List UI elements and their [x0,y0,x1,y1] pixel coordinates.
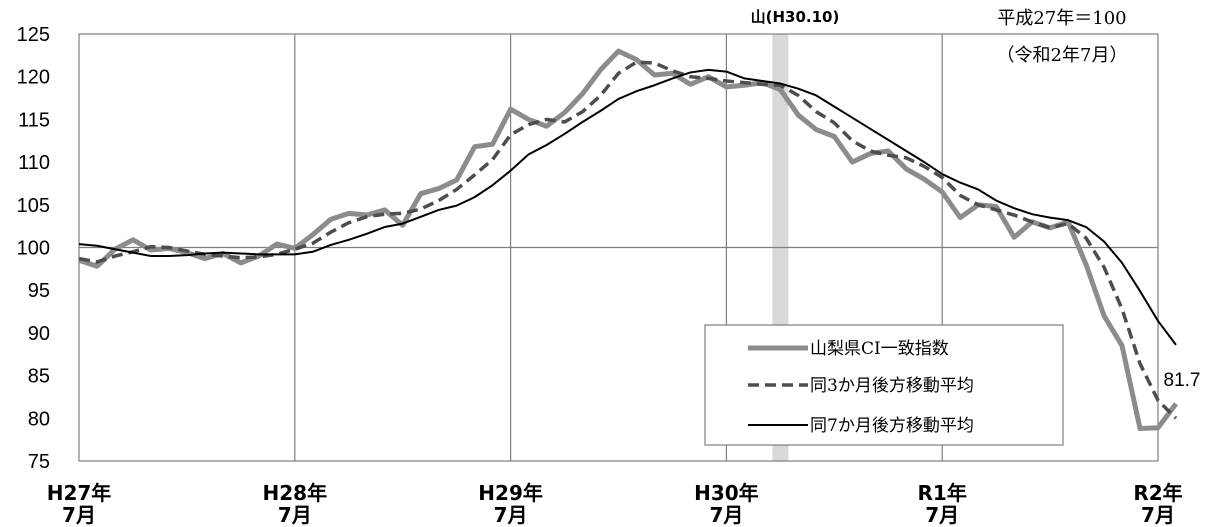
x-tick-label-year: R1年 [918,481,967,505]
legend: 山梨県CI一致指数 同3か月後方移動平均 同7か月後方移動平均 [704,324,1064,446]
series-layer [78,48,1178,432]
x-tick-label-year: H29年 [478,481,543,505]
y-tick-label: 95 [28,280,50,302]
y-tick-label: 120 [17,67,50,89]
peak-label: 山(H30.10) [751,8,840,26]
plot-area-frame [78,33,1159,462]
y-tick-label: 115 [18,109,50,131]
series-line-7-month-average [78,68,1177,346]
y-tick-label: 85 [28,366,50,388]
legend-label-3-month-average: 同3か月後方移動平均 [810,376,974,396]
y-tick-label: 125 [17,24,50,46]
y-tick-label: 105 [17,195,50,217]
date-note: （令和2年7月） [997,45,1128,66]
legend-label-7-month-average: 同7か月後方移動平均 [810,416,974,436]
x-tick-label-year: H28年 [263,481,328,505]
x-tick-label-month: 7月 [62,503,96,527]
series-line-3-month-average [78,60,1178,420]
base-year-note: 平成27年＝100 [997,8,1126,29]
x-tick-label-year: H30年 [694,481,759,505]
x-tick-label-year: R2年 [1133,481,1182,505]
y-axis-tick-labels: 75 80 85 90 95 100 105 110 115 120 125 [17,24,50,473]
x-tick-label-year: H27年 [47,481,112,505]
y-tick-label: 75 [28,451,50,473]
x-tick-label-month: 7月 [278,503,312,527]
legend-label-ci-index: 山梨県CI一致指数 [810,339,949,359]
x-tick-label-month: 7月 [925,503,959,527]
x-tick-label-month: 7月 [494,503,528,527]
last-value-label: 81.7 [1164,370,1201,391]
x-tick-label-month: 7月 [1141,503,1175,527]
y-tick-label: 80 [28,408,50,430]
y-tick-label: 90 [28,323,50,345]
y-tick-label: 100 [17,238,50,260]
y-tick-label: 110 [18,152,50,174]
x-tick-label-month: 7月 [709,503,743,527]
